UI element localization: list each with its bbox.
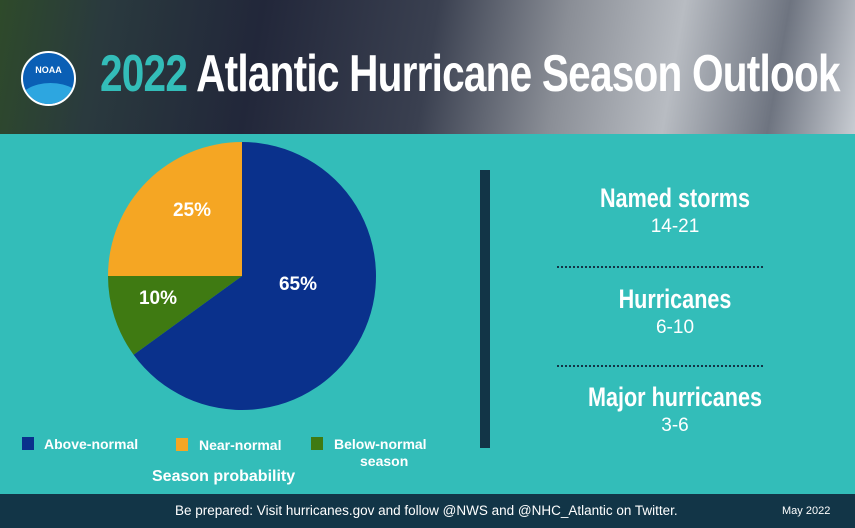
footer: Be prepared: Visit hurricanes.gov and fo…: [0, 494, 855, 528]
dotted-separator: [557, 365, 763, 367]
noaa-logo: NOAA: [21, 51, 76, 106]
pie-data-label: 65%: [279, 274, 317, 295]
footer-text: Be prepared: Visit hurricanes.gov and fo…: [175, 503, 678, 518]
dotted-separator: [557, 266, 763, 268]
page-title: 2022 Atlantic Hurricane Season Outlook: [100, 45, 841, 103]
stat-named-storms: Named storms 14-21: [599, 183, 751, 237]
legend-swatch-below-normal: [311, 437, 323, 450]
legend-swatch-above-normal: [22, 437, 34, 450]
divider: [480, 170, 490, 448]
legend-swatch-near-normal: [176, 438, 188, 451]
legend-below-normal-season: season: [360, 453, 409, 469]
legend-above-normal: Above-normal: [44, 436, 139, 452]
pie-slice-above-normal: [133, 142, 376, 410]
footer-date: May 2022: [782, 505, 831, 517]
pie-slice-below-normal-season: [108, 276, 242, 355]
header-banner: NOAA 2022 Atlantic Hurricane Season Outl…: [0, 0, 855, 134]
pie-slice-near-normal: [108, 142, 242, 276]
legend-below-normal: Below-normal: [334, 436, 427, 452]
stat-major-hurricanes: Major hurricanes 3-6: [587, 382, 763, 436]
pie-data-label: 25%: [173, 200, 211, 221]
pie-data-label: 10%: [139, 288, 177, 309]
legend-near-normal: Near-normal: [199, 437, 282, 453]
pie-chart: 65% 10% 25%: [108, 142, 376, 410]
stat-hurricanes: Hurricanes 6-10: [618, 284, 732, 338]
chart-title: Season probability: [152, 468, 296, 485]
